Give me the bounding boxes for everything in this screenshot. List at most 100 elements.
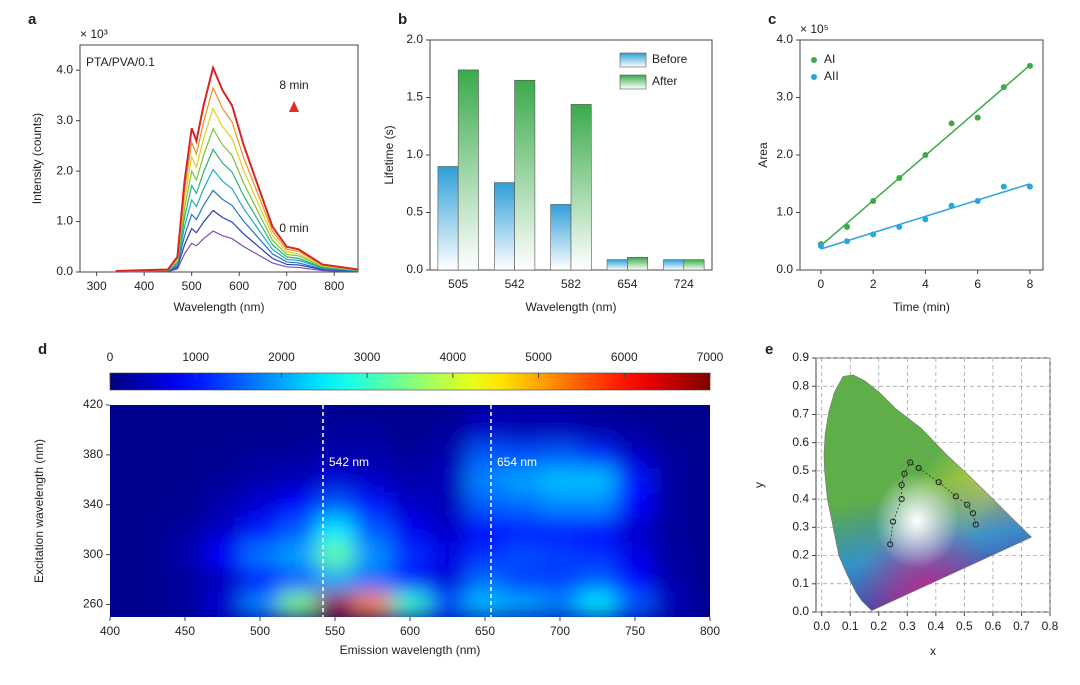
heatmap-cell	[541, 542, 580, 568]
heatmap-cell	[353, 492, 392, 518]
heatmap-cell	[503, 492, 542, 518]
heatmap-cell	[241, 567, 280, 593]
heatmap-cell	[128, 417, 167, 443]
data-point	[922, 152, 929, 158]
heatmap-cell	[466, 467, 505, 493]
y-tick-label: 340	[83, 497, 103, 511]
heatmap-cell	[278, 417, 317, 443]
heatmap-cell	[428, 405, 467, 418]
heatmap-cell	[428, 542, 467, 568]
data-point	[935, 479, 942, 486]
colorbar-tick-label: 0	[107, 350, 114, 364]
x-tick-label: 0	[818, 277, 825, 291]
heatmap-cell	[653, 542, 692, 568]
marker-label: 654 nm	[497, 455, 537, 469]
y-tick-label: 1.0	[56, 214, 73, 228]
heatmap-cell	[316, 417, 355, 443]
heatmap-cell	[428, 442, 467, 468]
heatmap-cell	[691, 442, 710, 468]
data-point	[889, 518, 897, 525]
data-point	[1026, 62, 1033, 69]
x-tick-label: 800	[700, 624, 720, 638]
y-tick-label: 0.7	[792, 407, 809, 421]
plot-frame	[79, 44, 359, 273]
x-tick-label: 600	[400, 624, 420, 638]
heatmap-cell	[466, 492, 505, 518]
arrow-head	[289, 101, 299, 112]
heatmap-cell	[241, 592, 280, 617]
x-tick-label: 750	[625, 624, 645, 638]
y-tick-label: 2.0	[56, 163, 73, 177]
x-tick-label: 700	[277, 279, 297, 293]
heatmap-cell	[691, 405, 710, 418]
heatmap-cell	[203, 567, 242, 593]
data-point	[952, 493, 959, 500]
heatmap-cell	[428, 517, 467, 543]
heatmap-cell	[616, 492, 655, 518]
colorbar-tick-label: 6000	[611, 350, 638, 364]
annotation: 8 min	[279, 78, 308, 92]
y-tick-label: 3.0	[56, 113, 73, 127]
x-tick-label: 582	[561, 277, 581, 291]
heatmap-cell	[203, 442, 242, 468]
heatmap-cell	[203, 467, 242, 493]
panel-label: a	[28, 11, 37, 28]
heatmap-cell	[278, 567, 317, 593]
y-tick-label: 0.8	[792, 378, 809, 392]
data-point	[974, 114, 981, 121]
data-point	[896, 175, 903, 181]
data-point	[896, 223, 903, 230]
heatmap-cells	[110, 405, 710, 617]
bar	[606, 259, 628, 271]
heatmap-cell	[241, 417, 280, 443]
x-tick-label: 8	[1027, 277, 1034, 291]
heatmap-cell	[203, 592, 242, 617]
data-point	[870, 198, 877, 204]
x-tick-label: 400	[100, 624, 120, 638]
data-point	[1000, 84, 1007, 91]
x-tick-label: 550	[325, 624, 345, 638]
heatmap-cell	[166, 542, 205, 568]
heatmap-cell	[203, 405, 242, 418]
heatmap-cell	[128, 492, 167, 518]
axis-multiplier: × 10³	[80, 27, 108, 41]
y-tick-label: 1.5	[406, 90, 423, 104]
colorbar-tick-label: 2000	[268, 350, 295, 364]
heatmap-cell	[241, 405, 280, 418]
heatmap-cell	[616, 592, 655, 617]
x-tick-label: 0.8	[1042, 619, 1059, 633]
heatmap-cell	[503, 517, 542, 543]
heatmap-cell	[128, 542, 167, 568]
panel-label: d	[38, 341, 47, 358]
spectrum-line	[115, 189, 359, 273]
y-tick-label: 1.0	[406, 147, 423, 161]
data-point	[1026, 183, 1033, 190]
y-tick-label: 0.5	[406, 205, 423, 219]
y-axis-label: Intensity (counts)	[30, 113, 44, 204]
heatmap-cell	[166, 405, 205, 418]
x-tick-label: 300	[87, 279, 107, 293]
heatmap-cell	[541, 405, 580, 418]
heatmap-cell	[391, 442, 430, 468]
panel-label: e	[765, 341, 773, 358]
heatmap-cell	[110, 442, 130, 468]
heatmap-cell	[128, 467, 167, 493]
y-axis-label: Excitation wavelength (nm)	[32, 439, 46, 583]
x-axis-label: Wavelength (nm)	[526, 300, 617, 314]
y-tick-label: 260	[83, 597, 103, 611]
heatmap-cell	[278, 467, 317, 493]
heatmap-cell	[541, 492, 580, 518]
bar	[437, 166, 459, 271]
heatmap-cell	[391, 405, 430, 418]
locus-outline	[823, 374, 1032, 611]
heatmap-cell	[353, 467, 392, 493]
data-point	[972, 521, 979, 528]
x-tick-label: 400	[134, 279, 154, 293]
x-tick-label: 500	[250, 624, 270, 638]
heatmap-cell	[353, 517, 392, 543]
y-tick-label: 0.5	[792, 463, 809, 477]
heatmap-cell	[166, 592, 205, 617]
x-axis-label: Time (min)	[893, 300, 950, 314]
bar	[627, 257, 649, 271]
heatmap-cell	[691, 417, 710, 443]
